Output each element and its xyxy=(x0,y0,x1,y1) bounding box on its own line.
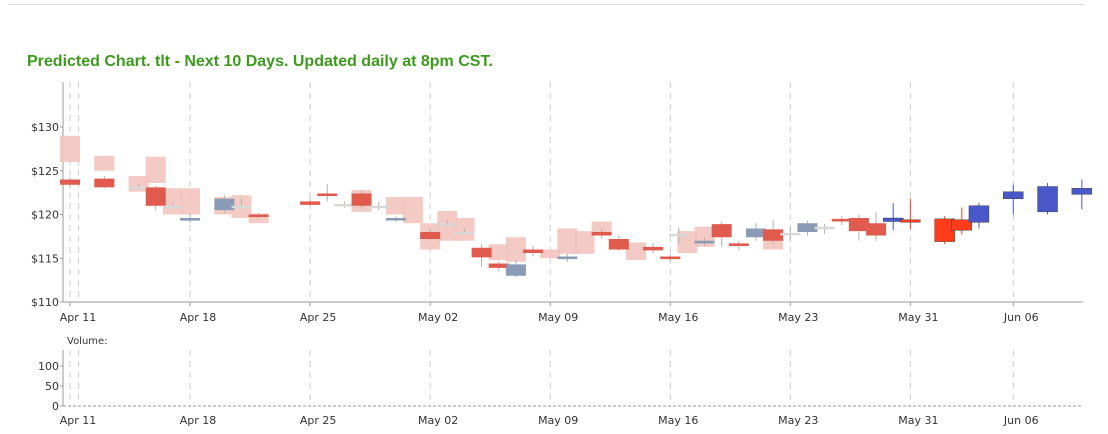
candle-body xyxy=(591,232,612,236)
candle-body xyxy=(831,218,852,222)
range-band xyxy=(677,231,698,253)
range-band xyxy=(540,249,561,259)
candle-body xyxy=(780,232,801,236)
candle-body xyxy=(94,178,115,188)
range-band xyxy=(505,237,526,262)
candle-body xyxy=(1037,186,1058,213)
price-x-tick-label: Jun 06 xyxy=(1003,311,1039,324)
candle-body xyxy=(866,223,887,236)
volume-x-tick-label: May 16 xyxy=(658,414,698,427)
candle-body xyxy=(385,218,406,221)
chart-title: Predicted Chart. tlt - Next 10 Days. Upd… xyxy=(27,53,493,70)
price-x-tick-label: May 23 xyxy=(778,311,818,324)
price-candles xyxy=(60,176,1093,278)
candle-body xyxy=(488,263,509,268)
range-band xyxy=(94,155,115,171)
candle-body xyxy=(797,223,818,232)
candle-body xyxy=(968,205,990,223)
candle-body xyxy=(351,193,372,206)
range-band xyxy=(625,242,646,260)
price-x-tick-label: May 02 xyxy=(418,311,458,324)
price-x-tick-label: Apr 25 xyxy=(300,311,337,324)
candle-body xyxy=(608,239,629,250)
range-band xyxy=(574,231,595,254)
range-band xyxy=(488,244,509,260)
candle-body xyxy=(668,233,689,237)
candle-body xyxy=(437,223,458,226)
candle-body xyxy=(900,219,921,223)
price-y-tick-label: $125 xyxy=(31,165,59,178)
price-x-tick-label: Apr 11 xyxy=(60,311,97,324)
candle-body xyxy=(60,179,80,185)
candle-body xyxy=(557,256,578,260)
candle-body xyxy=(746,228,766,238)
price-axes xyxy=(60,82,1083,306)
range-band xyxy=(180,188,201,215)
candle-body xyxy=(523,249,544,253)
volume-gridlines xyxy=(69,350,1014,406)
candle-body xyxy=(694,240,715,244)
price-y-tick-label: $130 xyxy=(31,121,59,134)
candle-body xyxy=(248,214,269,217)
volume-x-tick-label: May 23 xyxy=(778,414,818,427)
candle-body xyxy=(420,232,441,239)
candle-body xyxy=(454,232,475,235)
volume-y-tick-label: 0 xyxy=(52,400,59,413)
volume-y-tick-label: 50 xyxy=(45,380,59,393)
volume-title: Volume: xyxy=(67,336,108,347)
candle-body xyxy=(368,205,389,209)
candle-body xyxy=(951,219,972,231)
candle-body xyxy=(643,246,664,251)
volume-y-tick-label: 100 xyxy=(38,360,59,373)
candle-body xyxy=(763,229,784,241)
candle-body xyxy=(128,186,149,189)
price-y-tick-label: $120 xyxy=(31,209,59,222)
price-x-tick-label: May 09 xyxy=(538,311,578,324)
price-x-tick-label: May 31 xyxy=(898,311,938,324)
volume-x-tick-label: Apr 11 xyxy=(60,414,97,427)
range-band xyxy=(162,188,183,215)
candle-body xyxy=(214,198,235,211)
top-divider xyxy=(8,4,1085,5)
range-band xyxy=(403,197,423,224)
candle-body xyxy=(162,205,183,209)
candle-body xyxy=(505,264,526,276)
candle-body xyxy=(814,226,835,230)
volume-axes xyxy=(60,350,1083,407)
candle-body xyxy=(1003,191,1024,199)
range-band xyxy=(60,135,80,162)
candle-body xyxy=(145,187,166,206)
candle-body xyxy=(231,205,252,209)
volume-x-tick-label: Jun 06 xyxy=(1003,414,1039,427)
price-x-tick-label: Apr 18 xyxy=(180,311,217,324)
volume-x-tick-label: May 31 xyxy=(898,414,938,427)
price-x-tick-label: May 16 xyxy=(658,311,698,324)
candle-body xyxy=(317,193,338,196)
range-band xyxy=(591,221,612,232)
candle-body xyxy=(848,218,869,232)
candle-body xyxy=(300,201,321,205)
range-band xyxy=(557,228,578,254)
candle-body xyxy=(180,218,201,221)
price-y-tick-labels: $110 $115 $120 $125 $130 xyxy=(31,121,59,309)
price-y-tick-label: $110 xyxy=(31,296,59,309)
range-band xyxy=(145,156,166,183)
price-x-tick-labels: Apr 11 Apr 18 Apr 25 May 02 May 09 May 16 May … xyxy=(60,311,1039,324)
volume-x-tick-label: May 02 xyxy=(418,414,458,427)
range-band xyxy=(385,197,406,215)
candle-body xyxy=(728,243,749,246)
price-gridlines xyxy=(69,82,1014,302)
candle-body xyxy=(1071,188,1093,195)
candle-body xyxy=(471,247,492,258)
price-range-bands xyxy=(60,135,784,262)
volume-x-tick-label: Apr 25 xyxy=(300,414,337,427)
candle-body xyxy=(334,204,355,207)
price-y-tick-label: $115 xyxy=(31,252,59,265)
volume-x-tick-label: May 09 xyxy=(538,414,578,427)
candle-body xyxy=(660,256,681,260)
candle-body xyxy=(711,224,732,238)
volume-x-tick-label: Apr 18 xyxy=(180,414,217,427)
